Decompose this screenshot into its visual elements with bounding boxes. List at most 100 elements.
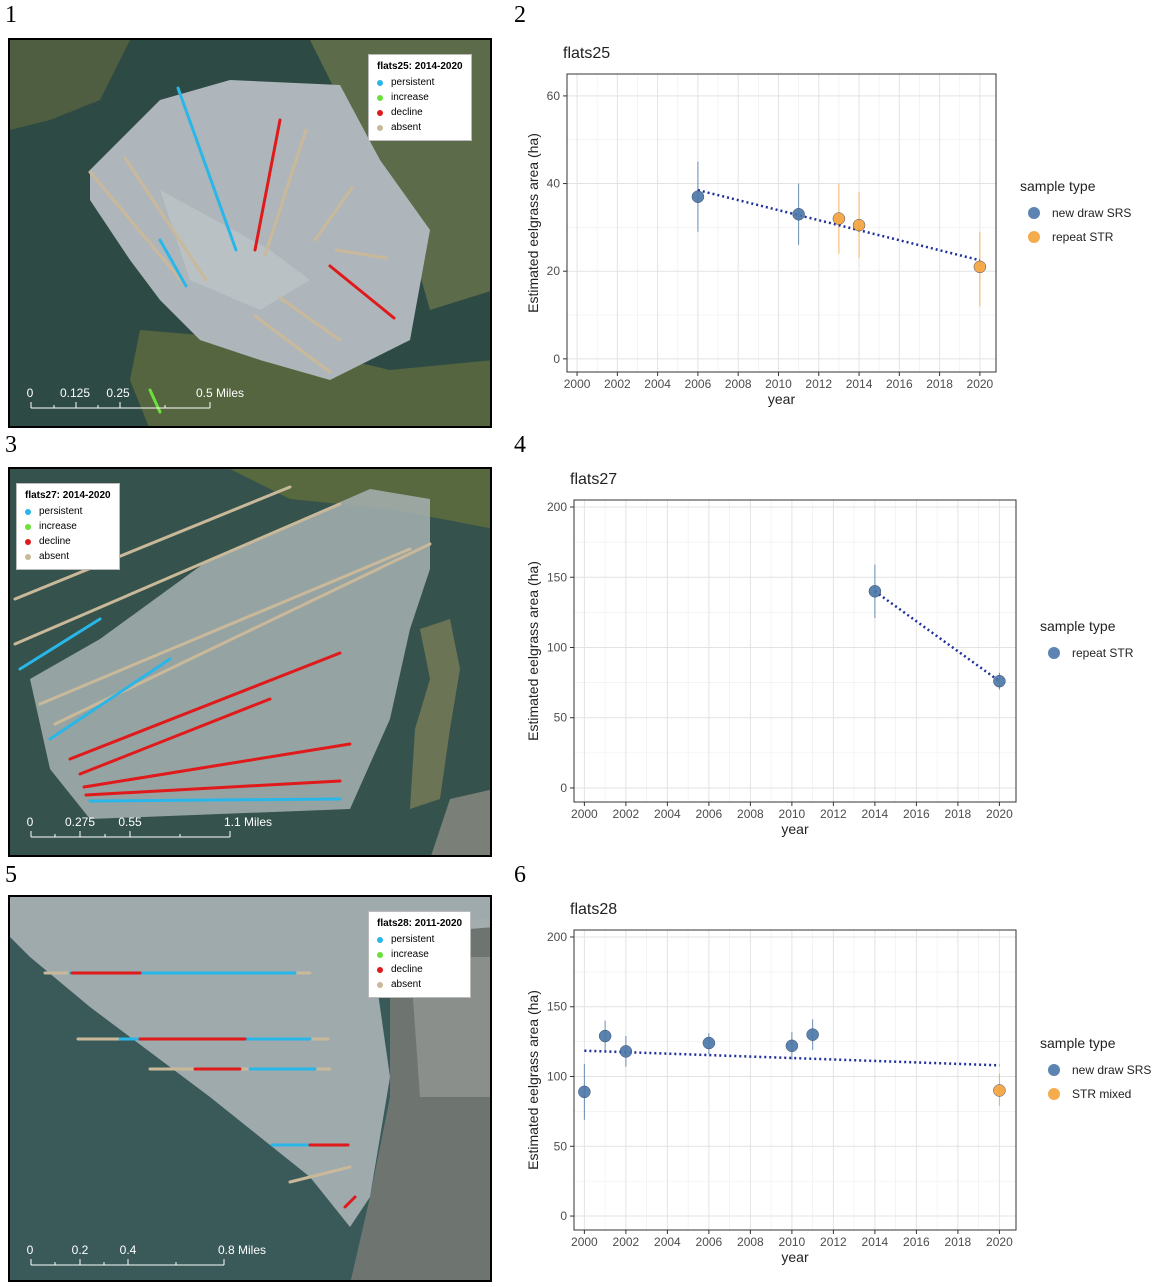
map-legend-label: persistent [391,934,435,945]
x-tick-label: 2006 [696,807,723,821]
plot-panel-border [573,499,1017,803]
increase-dot-icon [25,523,31,530]
chart-flats28: flats28 2000 2002 2004 2006 2008 2010 2012 2014 2… [512,896,1160,1282]
x-axis-label: year [768,391,796,407]
x-tick-label: 2014 [846,377,873,391]
x-tick-label: 2020 [967,377,994,391]
map-legend-label: decline [391,964,423,975]
legend-label: repeat STR [1052,230,1114,244]
x-tick-label: 2012 [820,1235,847,1249]
x-tick-label: 2006 [696,1235,723,1249]
scale-label: 0 [26,386,34,400]
y-tick-label: 100 [547,1070,567,1084]
map-legend-item: increase [377,90,463,105]
x-tick-label: 2014 [862,1235,889,1249]
chart-title: flats27 [570,471,617,488]
map-legend-flats28: flats28: 2011-2020 persistent increase d… [368,911,472,998]
x-tick-label: 2018 [926,377,953,391]
chart-flats25-svg: flats25 2000 2002 2004 2006 2008 2010 2012 2014 2… [525,45,1131,407]
y-tick-label: 0 [553,352,560,366]
x-tick-label: 2000 [564,377,591,391]
y-tick-label: 50 [554,711,568,725]
x-tick-label: 2002 [604,377,631,391]
increase-dot-icon [377,951,383,958]
x-tick-label: 2012 [805,377,832,391]
data-point [702,1036,716,1050]
map-legend-item: decline [377,105,463,120]
map-legend-item: absent [25,549,111,564]
chart-flats27: flats27 2000 2002 2004 2006 2008 2010 2012 2014 2… [512,466,1160,858]
data-point [578,1085,591,1099]
legend-key [1028,207,1040,219]
chart-flats25: flats25 2000 2002 2004 2006 2008 2010 2012 2014 2… [512,38,1160,430]
x-tick-label: 2000 [571,807,598,821]
plot-panel-border [566,73,997,373]
persistent-dot-icon [377,79,383,86]
map-legend-title: flats28: 2011-2020 [377,918,463,929]
x-tick-label: 2008 [725,377,752,391]
y-tick-label: 150 [547,570,567,584]
data-point [619,1045,633,1058]
map-legend-flats27: flats27: 2014-2020 persistent increase d… [16,483,120,570]
aerial-map-flats27: flats27: 2014-2020 persistent increase d… [8,467,492,857]
map-scale-bar: 0 0.275 0.55 1.1 Miles [26,815,273,845]
scale-label: 0.5 Miles [195,386,245,400]
map-legend-label: increase [391,92,429,103]
y-tick-label: 100 [547,640,567,654]
scale-label: 0.125 [59,386,91,400]
panel-number-1: 1 [5,2,17,28]
y-tick-label: 200 [547,930,567,944]
x-tick-label: 2004 [654,807,681,821]
x-tick-label: 2020 [986,807,1013,821]
absent-dot-icon [377,981,383,988]
legend-key [1048,1064,1060,1076]
scale-label: 0 [26,815,34,829]
legend-key [1028,231,1040,243]
map-legend-label: decline [39,536,71,547]
x-tick-label: 2014 [862,807,889,821]
map-legend-label: persistent [39,506,83,517]
map-legend-label: absent [391,122,422,133]
y-tick-label: 150 [547,1000,567,1014]
legend-label: new draw SRS [1072,1063,1151,1077]
scale-label: 0.55 [118,815,142,829]
legend-key [1048,647,1060,659]
map-legend-item: absent [377,977,462,992]
absent-dot-icon [377,124,383,131]
y-tick-label: 60 [547,89,561,103]
map-legend-item: increase [25,519,111,534]
map-legend-label: persistent [391,77,435,88]
legend-key [1048,1088,1060,1100]
scale-label: 0.275 [64,815,96,829]
data-point [792,207,805,221]
increase-dot-icon [377,94,383,101]
y-tick-label: 200 [547,500,567,514]
absent-dot-icon [25,553,31,560]
y-axis-label: Estimated eelgrass area (ha) [525,133,541,313]
y-axis-label: Estimated eelgrass area (ha) [525,561,541,741]
persistent-dot-icon [377,936,383,943]
data-point [785,1039,799,1053]
x-tick-label: 2004 [644,377,671,391]
x-tick-label: 2020 [986,1235,1013,1249]
x-tick-label: 2008 [737,807,764,821]
x-tick-label: 2016 [903,807,930,821]
y-tick-label: 0 [560,781,567,795]
plot-panel-border [573,929,1017,1231]
x-tick-label: 2008 [737,1235,764,1249]
data-point [973,260,987,274]
panel-number-4: 4 [514,432,526,458]
chart-title: flats28 [570,901,617,918]
x-tick-label: 2010 [765,377,792,391]
map-legend-title: flats25: 2014-2020 [377,61,463,72]
decline-dot-icon [25,538,31,545]
map-legend-label: absent [39,551,70,562]
x-axis-label: year [781,1249,809,1265]
data-point [806,1028,819,1041]
data-point [993,674,1006,688]
trend-line [874,590,1001,683]
map-legend-item: persistent [377,932,462,947]
data-point [691,190,705,203]
trend-line [584,1049,1000,1067]
scale-label: 1.1 Miles [223,815,273,829]
